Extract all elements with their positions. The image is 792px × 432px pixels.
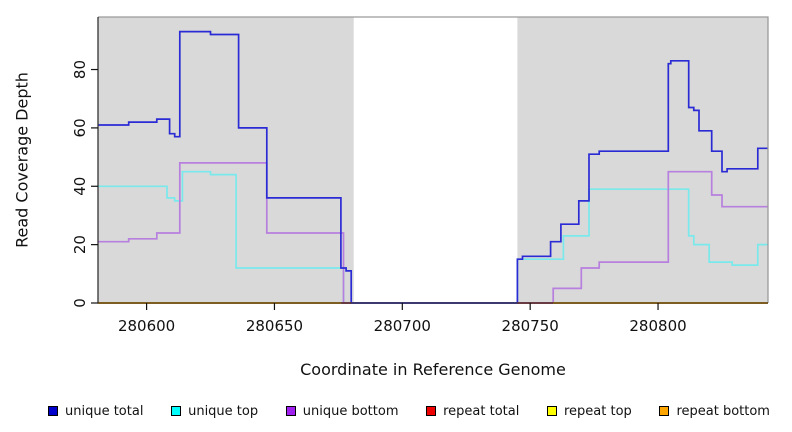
- legend-swatch-repeat-total: [426, 406, 437, 416]
- x-tick-label: 280650: [246, 317, 303, 335]
- series-line-unique-bottom: [98, 162, 768, 304]
- x-axis-title: Coordinate in Reference Genome: [300, 360, 566, 379]
- legend-label-repeat-top: repeat top: [564, 403, 632, 419]
- chart-legend: unique total unique top unique bottom repea…: [0, 398, 792, 424]
- y-tick-label: 40: [71, 177, 89, 196]
- chart-canvas: 280600 280650 280700 280750 280800 0 20 40 60 80 C…: [13, 16, 769, 379]
- y-tick-label: 0: [71, 298, 89, 308]
- legend-label-repeat-total: repeat total: [443, 403, 520, 419]
- y-axis-title: Read Coverage Depth: [13, 72, 32, 248]
- legend-item-repeat-total: repeat total: [426, 405, 519, 418]
- legend-label-unique-top: unique top: [188, 403, 259, 419]
- y-tick-label: 20: [71, 235, 89, 254]
- series-line-unique-top: [98, 170, 768, 304]
- legend-swatch-repeat-top: [547, 406, 557, 416]
- legend-item-repeat-bottom: repeat bottom: [659, 405, 770, 418]
- x-tick-label: 280700: [374, 317, 431, 335]
- legend-label-unique-total: unique total: [65, 403, 144, 419]
- x-tick-label: 280800: [629, 317, 686, 335]
- x-tick-label: 280750: [502, 317, 559, 335]
- legend-label-unique-bottom: unique bottom: [302, 403, 399, 419]
- plot-border-top-right: [98, 16, 769, 303]
- series-line-unique-total: [98, 30, 768, 304]
- legend-item-repeat-top: repeat top: [547, 405, 632, 418]
- legend-item-unique-total: unique total: [48, 405, 143, 418]
- legend-item-unique-top: unique top: [171, 405, 258, 418]
- legend-swatch-unique-top: [171, 406, 182, 416]
- legend-swatch-unique-bottom: [285, 406, 296, 416]
- shaded-region-0: [98, 17, 354, 303]
- legend-label-repeat-bottom: repeat bottom: [676, 403, 770, 419]
- legend-item-unique-bottom: unique bottom: [285, 403, 399, 419]
- legend-swatch-unique-total: [48, 406, 58, 416]
- x-tick-label: 280600: [118, 317, 175, 335]
- y-tick-label: 80: [71, 60, 89, 79]
- y-tick-label: 60: [71, 118, 89, 137]
- shaded-region-1: [517, 17, 768, 303]
- legend-swatch-repeat-bottom: [659, 406, 670, 416]
